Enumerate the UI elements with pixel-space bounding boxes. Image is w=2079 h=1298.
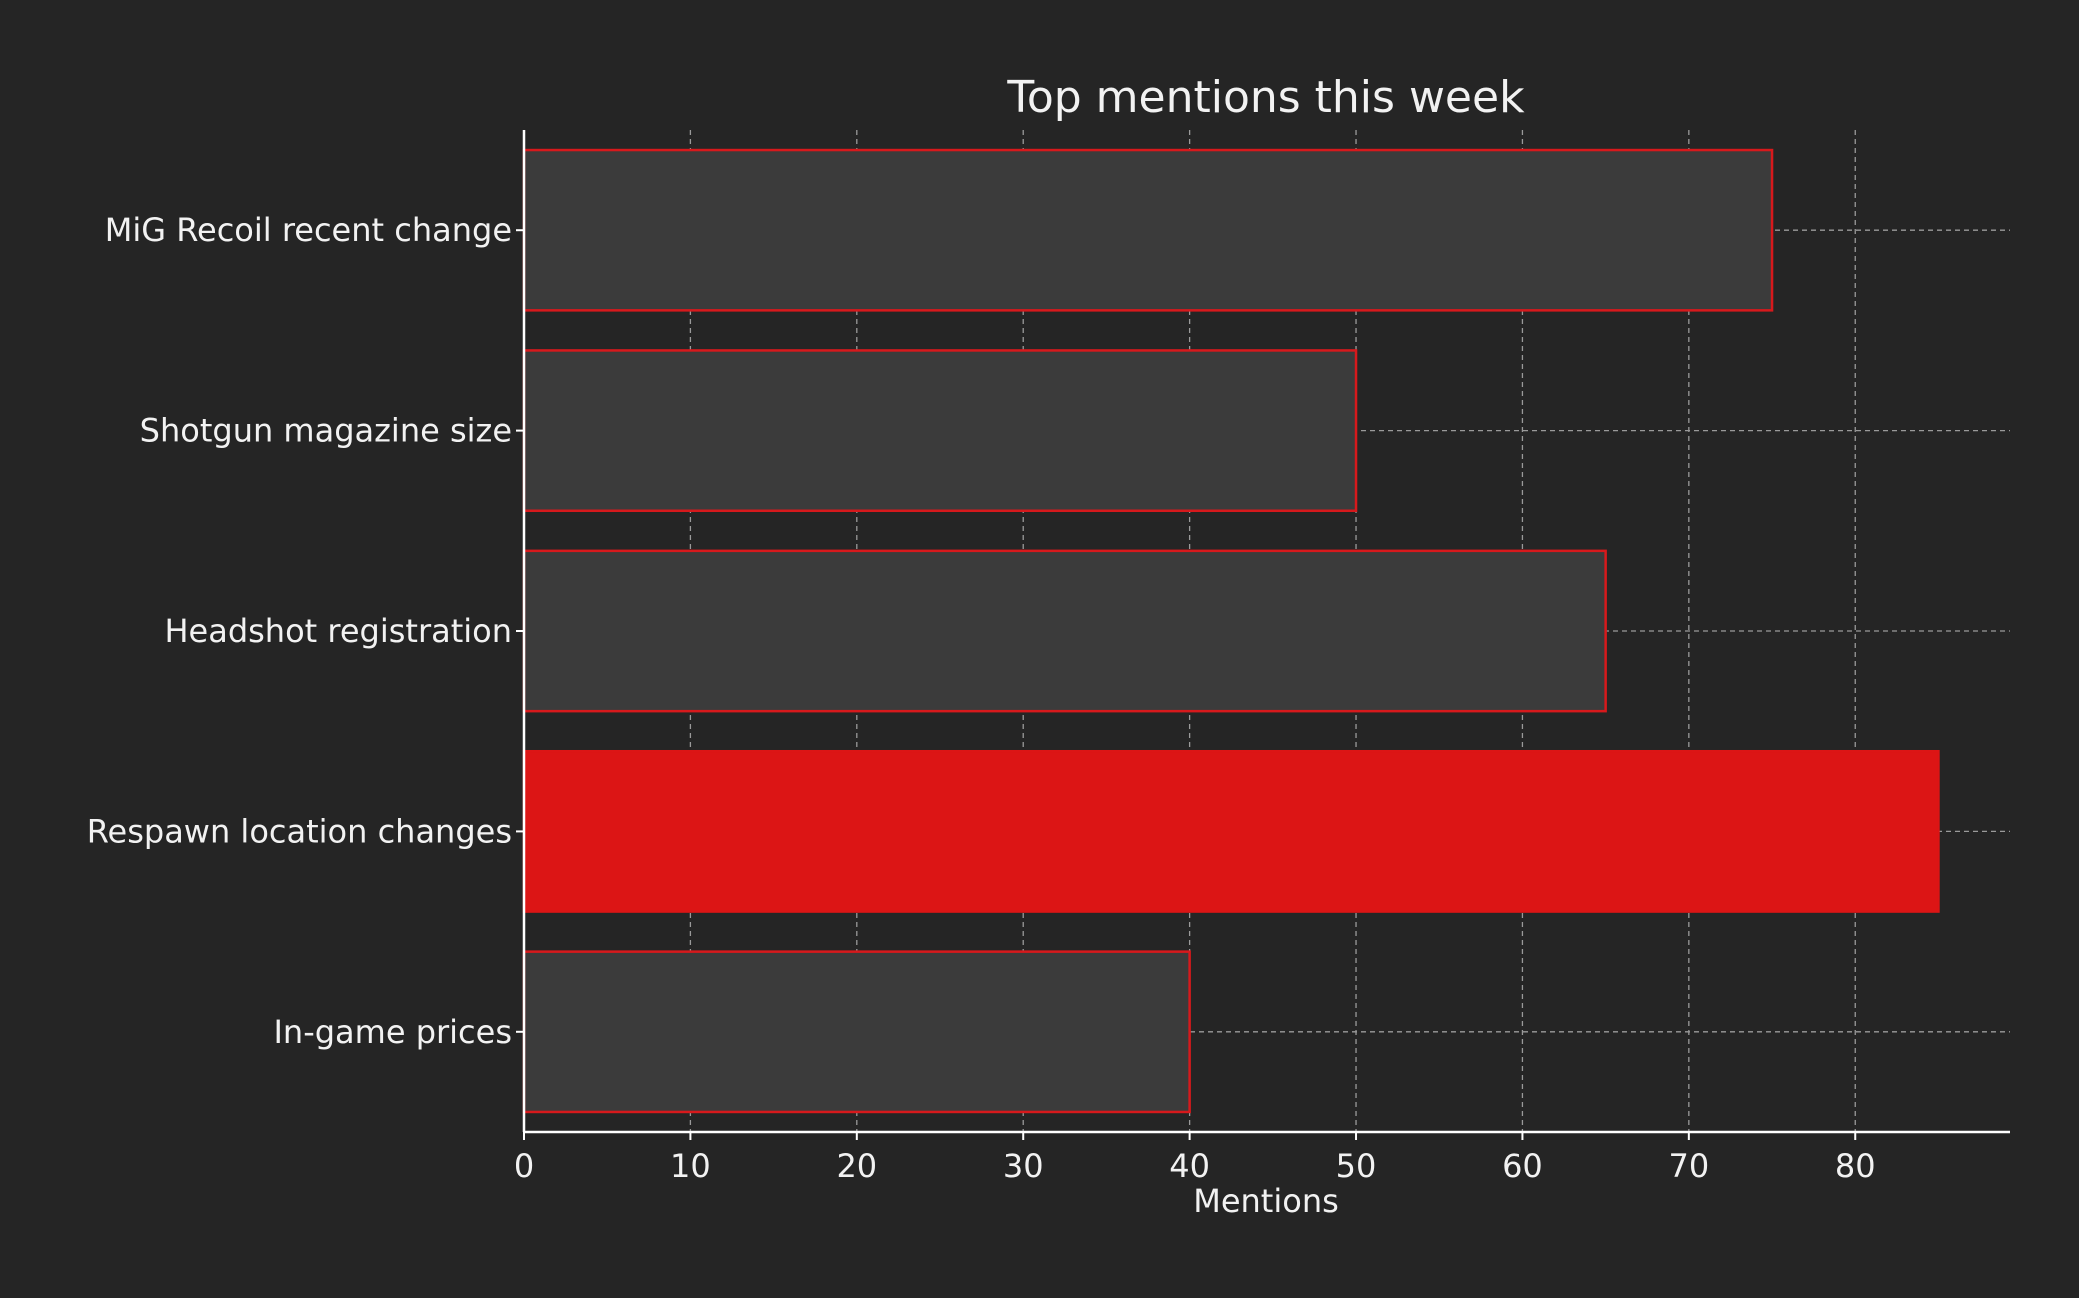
- x-tick-label: 0: [514, 1147, 534, 1185]
- x-tick-label: 10: [670, 1147, 711, 1185]
- chart-title: Top mentions this week: [1006, 72, 1525, 123]
- x-tick-label: 20: [836, 1147, 877, 1185]
- x-axis-label: Mentions: [1193, 1182, 1339, 1220]
- bar: [522, 349, 1358, 513]
- x-tick-label: 40: [1169, 1147, 1210, 1185]
- bar: [522, 148, 1774, 312]
- x-tick-label: 60: [1502, 1147, 1543, 1185]
- bar-highlighted: [522, 749, 1940, 913]
- bar: [522, 549, 1607, 713]
- y-tick-label: MiG Recoil recent change: [105, 211, 512, 249]
- x-tick-label: 50: [1336, 1147, 1377, 1185]
- labels-layer: 0 10 20 30 40 50 60 70 80 MiG Recoil recent chang…: [87, 211, 1876, 1185]
- bars-layer: [522, 148, 1940, 1114]
- y-tick-label: Respawn location changes: [87, 812, 512, 850]
- x-tick-label: 70: [1668, 1147, 1709, 1185]
- y-tick-label: Shotgun magazine size: [140, 412, 512, 450]
- bar: [522, 950, 1191, 1114]
- x-tick-label: 30: [1003, 1147, 1044, 1185]
- y-tick-label: In-game prices: [273, 1013, 512, 1051]
- x-tick-label: 80: [1835, 1147, 1876, 1185]
- y-tick-label: Headshot registration: [164, 612, 512, 650]
